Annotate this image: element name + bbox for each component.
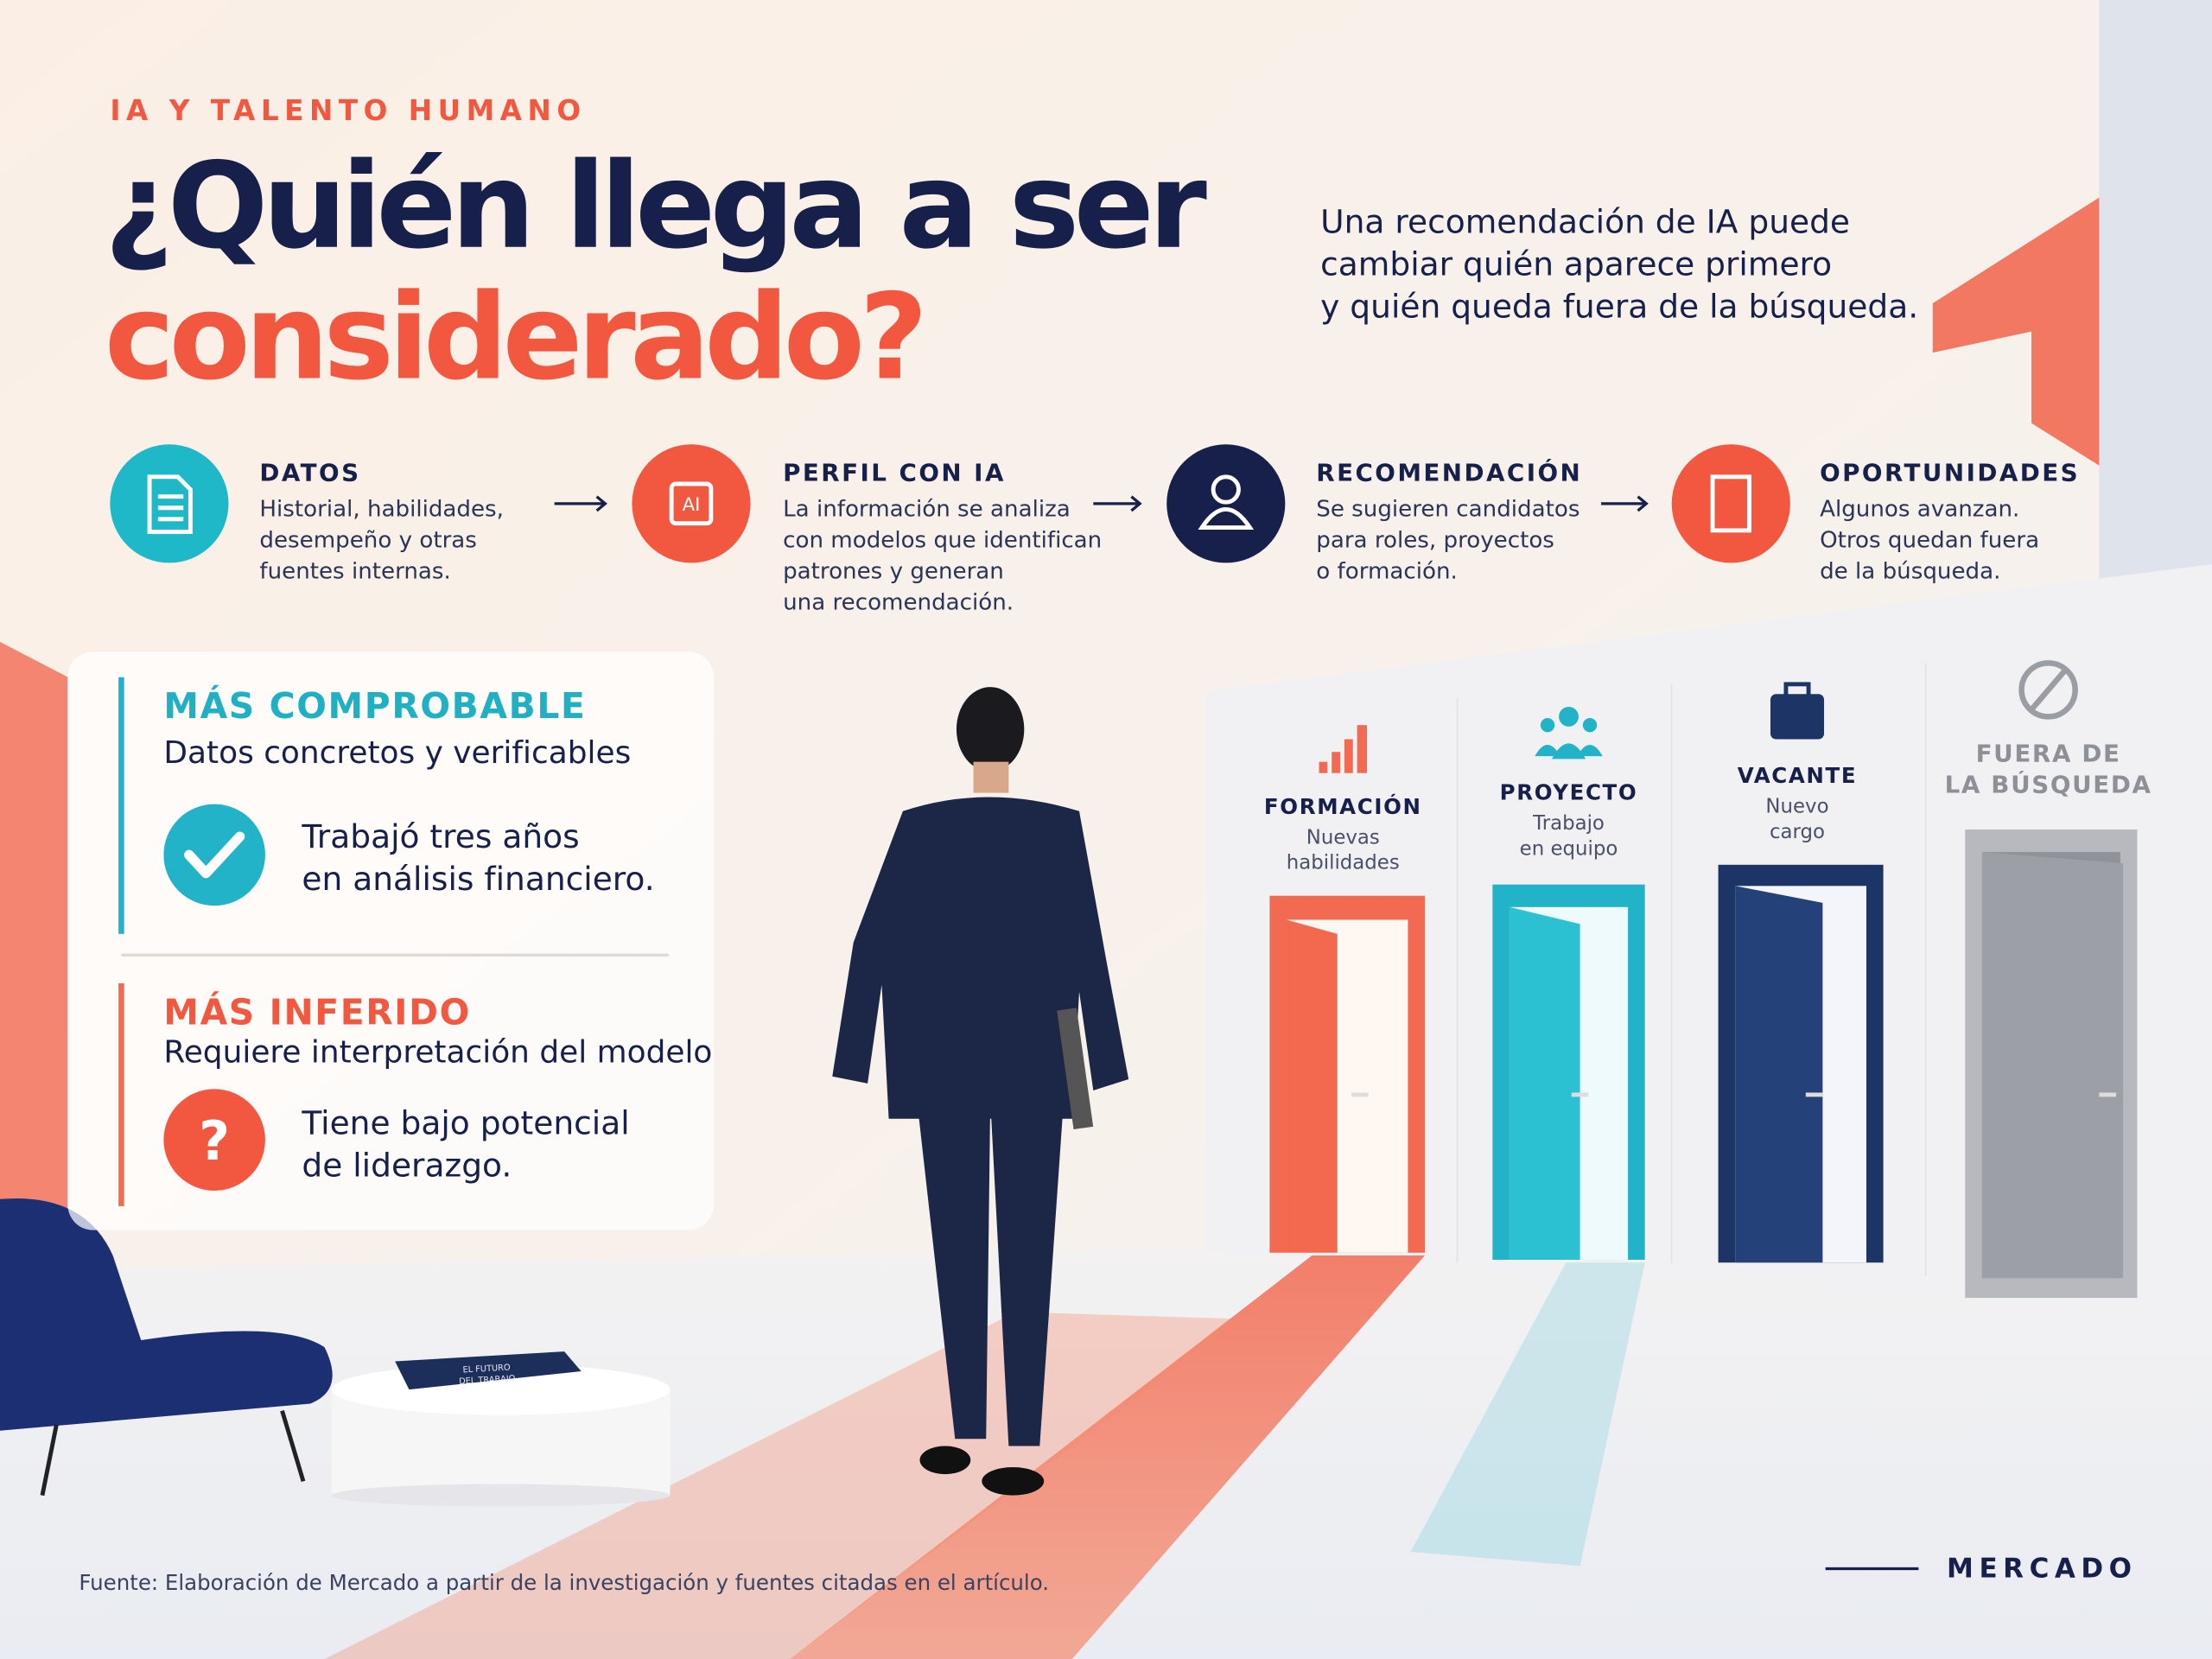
light-beam — [790, 1255, 1425, 1659]
side-table — [331, 1351, 671, 1507]
evidence-example: Tiene bajo potencial — [301, 1104, 629, 1142]
check-icon — [163, 804, 265, 906]
step-icon — [632, 444, 751, 563]
step-text: o formación. — [1316, 558, 1458, 584]
wall-column — [2099, 0, 2212, 593]
question-icon — [163, 1089, 265, 1191]
door-label: VACANTE — [1738, 763, 1857, 788]
door-icon — [1710, 474, 1751, 533]
step-title: DATOS — [259, 459, 360, 487]
door-text: cargo — [1770, 821, 1825, 843]
step-icon — [110, 444, 229, 563]
step-title: RECOMENDACIÓN — [1316, 458, 1582, 487]
door-formacion — [1269, 895, 1425, 1253]
wall-accent-left — [0, 641, 68, 1270]
evidence-title: MÁS COMPROBABLE — [163, 685, 586, 727]
door-label: FUERA DE — [1976, 740, 2121, 768]
door-fuera — [1965, 830, 2138, 1299]
step-title: PERFIL CON IA — [783, 459, 1006, 487]
subtitle: Una recomendación de IA puede — [1320, 202, 1850, 240]
step-text: Historial, habilidades, — [259, 497, 504, 523]
step-text: fuentes internas. — [259, 558, 450, 584]
evidence-example: Trabajó tres años — [301, 817, 579, 855]
step-icon-label: AI — [683, 494, 701, 516]
document-icon — [147, 474, 193, 534]
light-beam — [1410, 1262, 1645, 1567]
step-text: una recomendación. — [783, 589, 1014, 615]
step-text: La información se analiza — [783, 497, 1071, 523]
subtitle: y quién queda fuera de la búsqueda. — [1320, 287, 1918, 325]
step-title: OPORTUNIDADES — [1820, 459, 2080, 487]
step-text: Se sugieren candidatos — [1316, 497, 1580, 523]
icon-bars — [1319, 725, 1368, 773]
wall-accent — [1932, 197, 2100, 466]
step-text: Algunos avanzan. — [1820, 497, 2019, 523]
eyebrow: IA Y TALENTO HUMANO — [110, 94, 586, 127]
evidence-subtitle: Requiere interpretación del modelo — [163, 1034, 712, 1070]
icon-briefcase — [1770, 682, 1825, 740]
door-label: LA BÚSQUEDA — [1945, 770, 2152, 799]
step-arrows — [554, 495, 1649, 512]
title: ¿Quién llega a ser — [105, 138, 1207, 276]
step-text: desempeño y otras — [259, 527, 477, 553]
step-text: Otros quedan fuera — [1820, 527, 2039, 553]
evidence-bar — [118, 982, 124, 1206]
evidence-subtitle: Datos concretos y verificables — [163, 735, 631, 771]
chip-icon — [669, 481, 714, 526]
evidence-bar — [118, 677, 124, 934]
title: considerado? — [105, 270, 923, 407]
door-text: Nuevas — [1306, 826, 1380, 849]
door-label: PROYECTO — [1500, 780, 1638, 805]
step-text: patrones y generan — [783, 558, 1004, 584]
evidence-example: en análisis financiero. — [302, 860, 654, 898]
door-text: habilidades — [1287, 852, 1400, 874]
check-mark — [184, 831, 245, 879]
door-vacante — [1718, 864, 1884, 1263]
door-text: en equipo — [1520, 837, 1618, 860]
book-title: DEL TRABAJO — [459, 1374, 516, 1386]
brand: MERCADO — [1947, 1553, 2138, 1584]
step-text: de la búsqueda. — [1820, 558, 2000, 584]
door-proyecto — [1492, 884, 1645, 1260]
door-text: Nuevo — [1765, 795, 1828, 817]
door-label: FORMACIÓN — [1264, 793, 1422, 819]
icon-ban — [2018, 660, 2078, 720]
step-text: para roles, proyectos — [1316, 527, 1554, 553]
person — [832, 687, 1129, 1496]
armchair — [0, 1198, 333, 1497]
icon-team — [1535, 706, 1603, 760]
door-text: Trabajo — [1532, 812, 1605, 835]
step-icon — [1671, 444, 1790, 563]
book-title: EL FUTURO — [462, 1363, 511, 1375]
subtitle: cambiar quién aparece primero — [1320, 245, 1832, 283]
evidence-panel — [67, 652, 715, 1230]
step-text: con modelos que identifican — [783, 527, 1102, 553]
user-icon — [1198, 474, 1255, 531]
evidence-example: de liderazgo. — [302, 1147, 512, 1185]
evidence-title: MÁS INFERIDO — [163, 991, 471, 1033]
question-mark: ? — [199, 1109, 230, 1173]
source: Fuente: Elaboración de Mercado a partir … — [79, 1570, 1049, 1595]
